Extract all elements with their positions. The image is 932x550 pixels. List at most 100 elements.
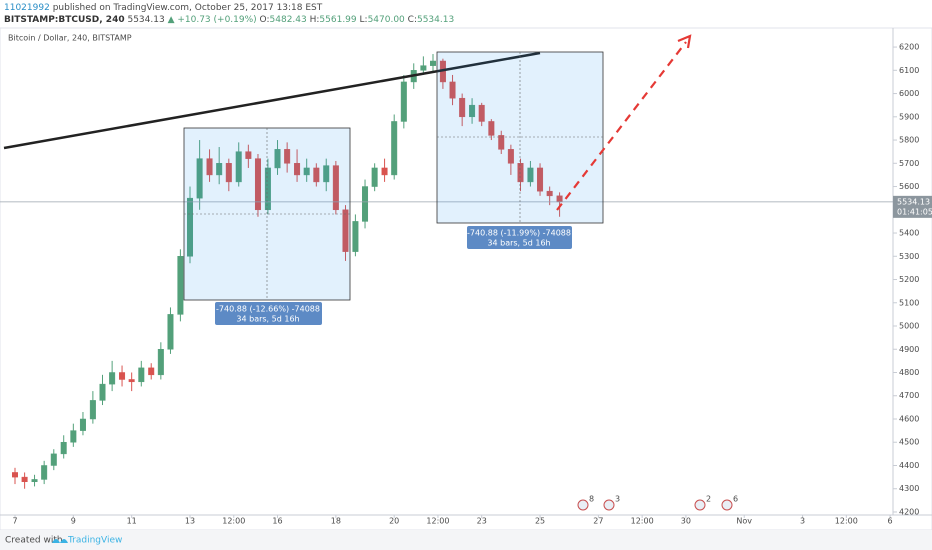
candle-body [31, 479, 38, 483]
measure-label [467, 226, 572, 249]
candle-body [352, 221, 359, 252]
candle-body [225, 163, 232, 183]
author: 11021992 [4, 3, 50, 13]
candle-body [342, 209, 349, 252]
trend-line [3, 51, 541, 150]
y-tick-label: 4200 [899, 507, 919, 516]
header: 11021992 published on TradingView.com, O… [4, 3, 323, 13]
logo [52, 539, 68, 543]
x-tick-label: 12:00 [835, 517, 858, 526]
price-tag [893, 195, 932, 218]
event-count: 2 [706, 495, 711, 504]
candle-body [177, 256, 184, 315]
candle-body [527, 167, 534, 183]
x-tick-label: 25 [535, 517, 545, 526]
x-tick-label: 30 [681, 517, 691, 526]
candle-body [488, 121, 495, 136]
event-icon [694, 499, 706, 511]
price-tag-label: 5534.13 [897, 197, 930, 206]
measure-text: -740.88 (-12.66%) -74088 [216, 305, 320, 314]
candle-body [60, 441, 67, 455]
plot: 4200 4300 4400 4500 4600 4700 4800 4900 5000 5100… [0, 43, 932, 526]
x-tick-label: 12:00 [222, 517, 245, 526]
candle-body [254, 158, 261, 211]
candle-body [128, 379, 135, 383]
y-tick-label: 5400 [899, 229, 919, 238]
candle-body [245, 151, 252, 159]
candle-body [138, 367, 145, 383]
y-tick-label: 5900 [899, 112, 919, 121]
candle-body [157, 349, 164, 376]
c-label: C: [408, 15, 417, 25]
candle-body [206, 158, 213, 176]
x-tick-label: 6 [888, 517, 893, 526]
candle-body [420, 65, 427, 71]
last: 5534.13 [127, 15, 164, 25]
x-tick-label: 23 [477, 517, 487, 526]
candle-body [459, 97, 466, 118]
candle-body [50, 453, 57, 466]
candle-body [167, 314, 174, 350]
measure-sub: 34 bars, 5d 16h [236, 315, 299, 324]
footer-brand: TradingView [67, 536, 122, 546]
y-tick-label: 4900 [899, 345, 919, 354]
projection-arrow [556, 41, 687, 211]
candle-body [187, 197, 194, 257]
candle-body [546, 190, 553, 197]
y-tick-label: 4700 [899, 391, 919, 400]
x-tick-label: 12:00 [426, 517, 449, 526]
l-label: L: [360, 15, 368, 25]
y-tick-label: 5800 [899, 136, 919, 145]
measure-sub: 34 bars, 5d 16h [487, 239, 550, 248]
y-tick-label: 6200 [899, 43, 919, 52]
measure-label [215, 302, 322, 325]
y-tick-label: 4300 [899, 484, 919, 493]
measure-text: -740.88 (-11.99%) -74088 [467, 229, 571, 238]
x-tick-label: 16 [272, 517, 282, 526]
candle-body [274, 149, 281, 169]
candle-body [371, 167, 378, 187]
y-tick-label: 6100 [899, 66, 919, 75]
h-value: 5561.99 [319, 15, 356, 25]
h-label: H: [310, 15, 320, 25]
x-tick-label: 11 [127, 517, 137, 526]
o-value: 5482.43 [270, 15, 307, 25]
event-icon [577, 499, 589, 511]
y-tick-label: 5600 [899, 182, 919, 191]
candle-body [478, 104, 485, 122]
candle-body [391, 121, 398, 176]
y-tick-label: 6000 [899, 89, 919, 98]
x-tick-label: 27 [593, 517, 603, 526]
candle-body [264, 167, 271, 211]
candle-body [362, 186, 369, 222]
candle-body [89, 400, 96, 420]
x-tick-label: 7 [12, 517, 17, 526]
candle-body [70, 430, 77, 443]
x-tick-label: 13 [185, 517, 195, 526]
event-count: 8 [589, 495, 594, 504]
x-tick-label: 12:00 [631, 517, 654, 526]
y-tick-label: 4500 [899, 438, 919, 447]
candle-body [537, 167, 544, 192]
candle-body [79, 418, 86, 431]
candle-body [507, 149, 514, 164]
candle-body [235, 151, 242, 183]
candle-body [381, 167, 388, 176]
o-label: O: [260, 15, 270, 25]
candle-body [21, 476, 28, 483]
x-tick-label: 9 [71, 517, 76, 526]
y-tick-label: 5000 [899, 322, 919, 331]
x-tick-label: 18 [331, 517, 341, 526]
candle-body [148, 367, 155, 376]
y-tick-label: 4800 [899, 368, 919, 377]
candle-body [303, 167, 310, 176]
candle-body [323, 165, 330, 183]
arrow-head [677, 34, 692, 49]
event-count: 6 [733, 495, 738, 504]
event-icon [721, 499, 733, 511]
candle-body [429, 60, 436, 66]
candle-body [41, 465, 48, 480]
x-tick-label: Nov [736, 517, 752, 526]
